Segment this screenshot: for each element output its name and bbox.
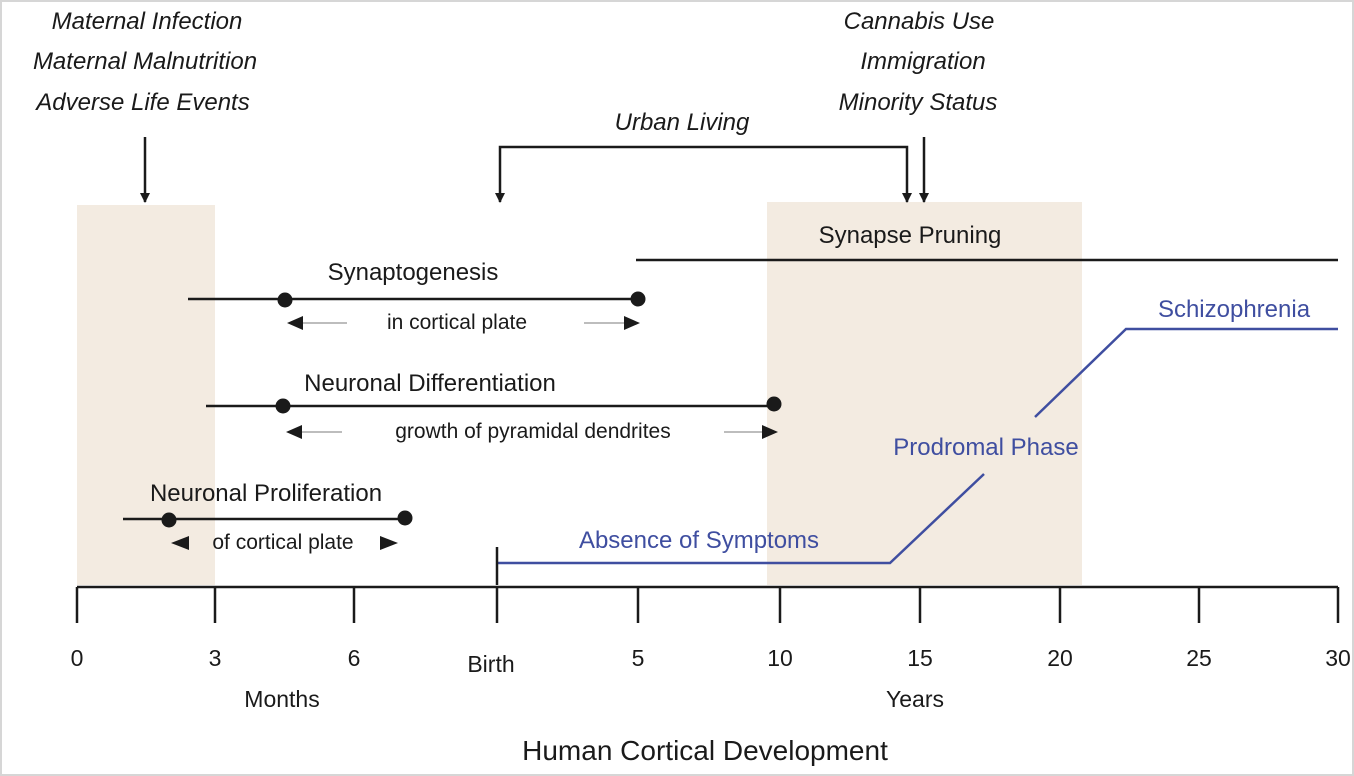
risk-maternal-malnutrition: Maternal Malnutrition xyxy=(33,48,257,75)
risk-minority-status: Minority Status xyxy=(839,89,998,116)
tick-label: 20 xyxy=(1047,645,1073,671)
synaptogenesis-start-dot xyxy=(277,292,293,308)
risk-immigration: Immigration xyxy=(860,48,985,75)
schizophrenia-label: Schizophrenia xyxy=(1158,296,1311,323)
timeline-axis: 0 3 6 Birth 5 10 15 20 25 30 Months Year… xyxy=(71,585,1351,712)
adolescent-risk-factors: Cannabis Use Immigration Minority Status xyxy=(839,8,998,116)
absence-of-symptoms-label: Absence of Symptoms xyxy=(579,527,819,554)
synaptogenesis-right-arrowhead xyxy=(624,316,640,330)
diagram-title: Human Cortical Development xyxy=(522,735,888,766)
tick-label: 6 xyxy=(348,645,361,671)
years-axis-label: Years xyxy=(886,686,944,712)
risk-urban-living: Urban Living xyxy=(615,109,750,136)
proliferation-end-dot xyxy=(397,510,413,526)
tick-label: 0 xyxy=(71,645,84,671)
prenatal-risk-factors: Maternal Infection Maternal Malnutrition… xyxy=(33,8,257,116)
prenatal-period-shade xyxy=(77,205,215,585)
prodromal-phase-label: Prodromal Phase xyxy=(893,434,1078,461)
tick-label: 15 xyxy=(907,645,933,671)
differentiation-end-dot xyxy=(766,396,782,412)
risk-cannabis-use: Cannabis Use xyxy=(844,8,995,35)
risk-maternal-infection: Maternal Infection xyxy=(52,8,243,35)
differentiation-start-dot xyxy=(275,398,291,414)
proliferation-left-arrowhead xyxy=(171,536,189,550)
tick-label: 30 xyxy=(1325,645,1351,671)
differentiation-label: Neuronal Differentiation xyxy=(304,370,556,397)
synaptogenesis-label: Synaptogenesis xyxy=(328,259,499,286)
proliferation-sub-label: of cortical plate xyxy=(212,531,353,554)
tick-label: 25 xyxy=(1186,645,1212,671)
tick-label-birth: Birth xyxy=(467,651,514,677)
tick-label: 10 xyxy=(767,645,793,671)
urban-living-bracket-arrow xyxy=(498,145,912,203)
synaptogenesis-end-dot xyxy=(630,291,646,307)
proliferation-start-dot xyxy=(161,512,177,528)
synapse-pruning-label: Synapse Pruning xyxy=(819,222,1002,249)
illness-course-line-upper xyxy=(1034,327,1338,418)
differentiation-left-arrowhead xyxy=(286,425,302,439)
synaptogenesis-sub-label: in cortical plate xyxy=(387,311,527,334)
proliferation-right-arrowhead xyxy=(380,536,398,550)
proliferation-label: Neuronal Proliferation xyxy=(150,480,382,507)
adolescent-period-shade xyxy=(767,202,1082,585)
differentiation-right-arrowhead xyxy=(762,425,778,439)
differentiation-sub-label: growth of pyramidal dendrites xyxy=(395,420,670,443)
tick-label: 3 xyxy=(209,645,222,671)
synaptogenesis-left-arrowhead xyxy=(287,316,303,330)
tick-label: 5 xyxy=(632,645,645,671)
months-axis-label: Months xyxy=(244,686,319,712)
risk-adverse-life-events: Adverse Life Events xyxy=(34,89,249,116)
illness-course-line-lower xyxy=(497,473,985,565)
